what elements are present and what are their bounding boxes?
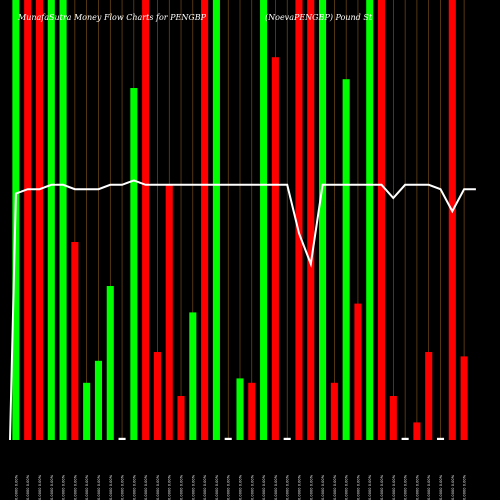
bar [295,0,303,440]
bars-group [12,0,468,440]
bar [24,0,32,440]
bar [94,360,102,440]
bar [319,0,327,440]
x-tick-label: 0.0000 0.00% [227,474,231,500]
x-tick-label: 0.0000 0.00% [451,474,455,500]
x-tick-label: 0.0000 0.00% [250,474,254,500]
bar [425,352,433,440]
x-tick-label: 0.0000 0.00% [132,474,136,500]
x-tick-label: 0.0000 0.00% [73,474,77,500]
bar [201,0,209,440]
x-tick-label: 0.0000 0.00% [368,474,372,500]
bar [212,0,220,440]
bar [59,0,67,440]
x-tick-label: 0.0000 0.00% [404,474,408,500]
chart-subtitle: (NoevaPENGBP) Pound St [265,13,373,22]
bar [271,57,279,440]
money-flow-line [9,179,476,441]
x-tick-label: 0.0000 0.00% [274,474,278,500]
bar [460,356,468,440]
x-tick-label: 0.0000 0.00% [439,474,443,500]
x-tick-label: 0.0000 0.00% [180,474,184,500]
bar [342,79,350,440]
bar [130,88,138,440]
bar [330,382,338,440]
bar [401,437,409,440]
x-tick-label: 0.0000 0.00% [38,474,42,500]
x-tick-labels: 0.0000 0.00% 0.0000 0.00% 0.0000 0.00% 0.00… [14,474,466,500]
bar [153,352,161,440]
bar [378,0,386,440]
x-tick-label: 0.0000 0.00% [309,474,313,500]
bar [224,437,232,440]
bar [413,422,421,440]
x-tick-label: 0.0000 0.00% [85,474,89,500]
x-tick-label: 0.0000 0.00% [463,474,467,500]
x-tick-label: 0.0000 0.00% [144,474,148,500]
bar [189,312,197,440]
bar [35,0,44,440]
bar [283,437,291,440]
x-tick-label: 0.0000 0.00% [156,474,160,500]
bar [354,303,362,440]
x-tick-label: 0.0000 0.00% [50,474,54,500]
x-tick-label: 0.0000 0.00% [239,474,243,500]
x-tick-label: 0.0000 0.00% [121,474,125,500]
bar [307,0,315,440]
x-tick-label: 0.0000 0.00% [62,474,66,500]
x-tick-label: 0.0000 0.00% [203,474,207,500]
x-tick-label: 0.0000 0.00% [168,474,172,500]
bar [236,378,244,440]
bar [142,0,150,440]
x-tick-label: 0.0000 0.00% [286,474,290,500]
chart-title: MunafaSutra Money Flow Charts for PENGBP [17,13,207,22]
bar [260,0,268,440]
bar [83,382,91,440]
x-tick-label: 0.0000 0.00% [380,474,384,500]
x-tick-label: 0.0000 0.00% [333,474,337,500]
line-layer [9,179,476,441]
x-tick-label: 0.0000 0.00% [415,474,419,500]
x-tick-label: 0.0000 0.00% [392,474,396,500]
x-tick-label: 0.0000 0.00% [191,474,195,500]
bar [177,396,185,440]
bar [165,184,173,440]
x-tick-label: 0.0000 0.00% [26,474,30,500]
x-tick-label: 0.0000 0.00% [215,474,219,500]
bar [71,242,79,440]
x-tick-label: 0.0000 0.00% [97,474,101,500]
bar [436,437,445,440]
bar [248,382,256,440]
bar [47,0,55,440]
x-tick-label: 0.0000 0.00% [262,474,266,500]
x-tick-label: 0.0000 0.00% [345,474,349,500]
x-tick-label: 0.0000 0.00% [297,474,301,500]
bar [366,0,374,440]
bar [448,0,456,440]
bar [118,437,126,440]
x-tick-label: 0.0000 0.00% [427,474,431,500]
bar [106,286,114,440]
x-tick-label: 0.0000 0.00% [321,474,325,500]
x-tick-label: 0.0000 0.00% [356,474,360,500]
bar [389,396,397,440]
x-tick-label: 0.0000 0.00% [109,474,113,500]
x-tick-label: 0.0000 0.00% [14,474,18,500]
